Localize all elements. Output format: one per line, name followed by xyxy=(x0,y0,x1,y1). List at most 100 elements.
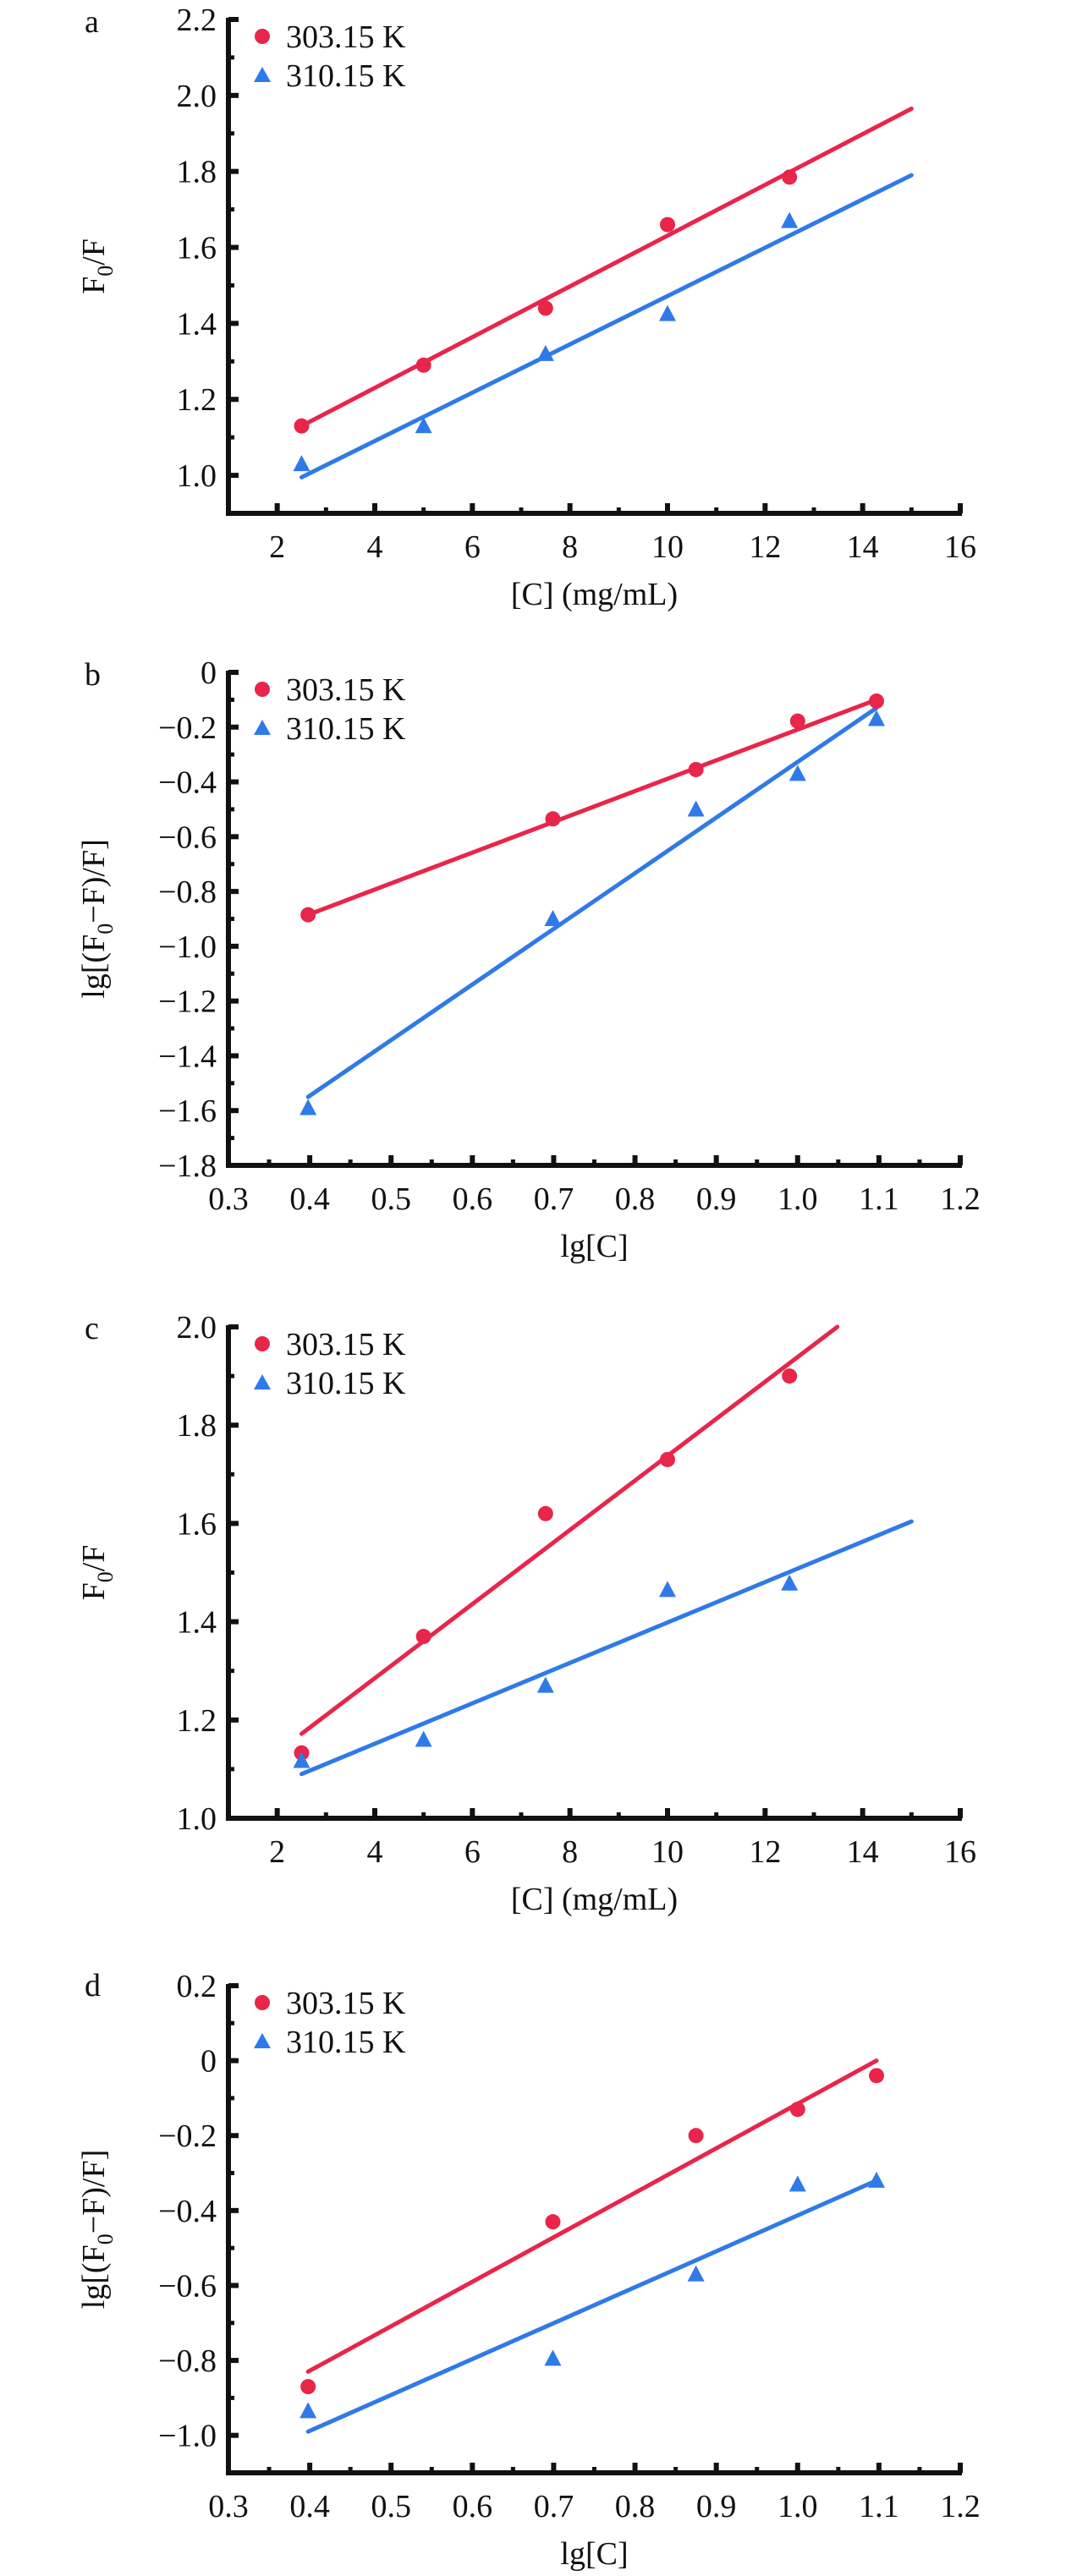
y-axis-label: F0/F xyxy=(76,1545,118,1601)
data-point-310 xyxy=(536,1676,554,1693)
data-point-310 xyxy=(687,2265,705,2282)
x-tick-label: 0.4 xyxy=(289,1181,330,1217)
legend-label-310: 310.15 K xyxy=(286,2025,406,2060)
x-tick-label: 2 xyxy=(269,1834,285,1870)
x-tick-label: 0.8 xyxy=(615,2489,656,2524)
y-tick-label: 2.0 xyxy=(177,79,217,114)
data-point-303 xyxy=(537,1505,553,1521)
fit-line-310 xyxy=(299,173,914,480)
legend-label-303: 303.15 K xyxy=(286,1986,406,2021)
x-tick-label: 14 xyxy=(847,529,879,565)
panel-label: c xyxy=(85,1311,99,1346)
fit-line-303 xyxy=(305,697,879,918)
y-tick-label: 1.6 xyxy=(177,231,217,266)
y-tick-label: 1.8 xyxy=(177,1408,217,1444)
y-tick-label: 1.2 xyxy=(177,382,217,418)
fit-line-310 xyxy=(305,705,879,1099)
data-point-310 xyxy=(415,417,432,434)
legend-label-303: 303.15 K xyxy=(286,19,406,55)
y-axis-label-part: /F xyxy=(76,238,112,266)
y-tick-label: 1.0 xyxy=(177,1801,217,1837)
panel-label: d xyxy=(85,1968,101,2003)
panel-label: a xyxy=(85,4,99,40)
y-tick-label: −1.6 xyxy=(158,1093,217,1129)
data-point-310 xyxy=(299,1099,317,1115)
legend-marker-310 xyxy=(254,67,271,82)
chart-panel-d: d 0.3 0.4 0.5 0.6 0.7 0.8 0.9 1.0 1.1 1.2 −1.0 −0.8 −… xyxy=(76,1968,981,2572)
x-tick-label: 6 xyxy=(464,529,481,565)
legend-marker-310 xyxy=(254,2033,271,2048)
x-tick-label: 10 xyxy=(651,1834,684,1870)
x-axis-label: [C] (mg/mL) xyxy=(511,1882,678,1917)
data-point-310 xyxy=(293,1751,310,1768)
x-tick-label: 1.2 xyxy=(940,1181,981,1217)
legend-label-310: 310.15 K xyxy=(286,1366,406,1401)
data-point-303 xyxy=(660,216,675,233)
data-point-310 xyxy=(789,2175,806,2192)
legend-marker-303 xyxy=(255,682,270,697)
legend-label-303: 303.15 K xyxy=(286,1327,406,1362)
data-point-310 xyxy=(868,2171,886,2188)
x-tick-label: 0.5 xyxy=(371,2489,411,2524)
chart-panel-a: a 2 4 6 8 10 12 14 16 1.0 1.2 1.4 1.6 1.8 2.0 2.2 [C] (m… xyxy=(76,3,976,612)
x-tick-label: 0.6 xyxy=(453,1181,493,1217)
fit-line-303 xyxy=(299,1324,840,1736)
x-tick-label: 14 xyxy=(847,1834,879,1870)
y-tick-label: −0.2 xyxy=(158,2118,217,2154)
fit-line-310 xyxy=(305,2178,879,2434)
y-tick-label: 0.2 xyxy=(177,1969,217,2004)
y-tick-label: 1.8 xyxy=(177,155,217,190)
y-axis-label-part: −F)/F] xyxy=(76,2150,112,2234)
data-point-303 xyxy=(688,761,704,777)
legend-label-310: 310.15 K xyxy=(286,58,406,94)
x-tick-label: 4 xyxy=(367,1834,383,1870)
fit-line-303 xyxy=(305,2058,879,2374)
y-tick-label: 1.2 xyxy=(177,1703,217,1739)
data-point-303 xyxy=(789,2102,805,2118)
data-point-303 xyxy=(782,169,798,185)
y-axis-label-subscript: 0 xyxy=(93,2233,118,2244)
y-tick-label: 1.4 xyxy=(177,1605,217,1641)
y-tick-label: −1.4 xyxy=(158,1039,217,1074)
y-tick-label: 0 xyxy=(201,2044,217,2080)
legend-label-303: 303.15 K xyxy=(286,672,406,708)
y-tick-label: 2.0 xyxy=(177,1310,217,1346)
y-tick-label: 1.6 xyxy=(177,1506,217,1542)
x-tick-label: 0.3 xyxy=(208,1181,249,1217)
legend-marker-303 xyxy=(255,29,270,44)
x-tick-label: 0.6 xyxy=(453,2489,493,2524)
data-point-303 xyxy=(294,418,310,434)
y-tick-label: −0.4 xyxy=(158,765,217,801)
y-axis-label-part: lg[(F xyxy=(76,934,112,999)
x-tick-label: 10 xyxy=(651,529,684,565)
x-tick-label: 0.4 xyxy=(289,2489,330,2524)
data-point-303 xyxy=(789,713,805,729)
data-point-310 xyxy=(659,1581,676,1598)
y-axis-label-part: −F)/F] xyxy=(76,839,112,924)
x-tick-label: 8 xyxy=(562,1834,578,1870)
data-point-303 xyxy=(537,300,553,316)
data-point-303 xyxy=(869,693,885,710)
x-tick-label: 2 xyxy=(269,529,285,565)
x-axis-label: lg[C] xyxy=(560,1229,628,1264)
data-point-310 xyxy=(299,2402,317,2419)
y-tick-label: −0.6 xyxy=(158,819,217,855)
y-tick-label: 0 xyxy=(201,655,217,691)
data-point-303 xyxy=(545,811,561,827)
x-tick-label: 0.7 xyxy=(534,1181,574,1217)
data-point-303 xyxy=(545,2214,561,2230)
x-axis-label: [C] (mg/mL) xyxy=(511,577,678,612)
fit-line-303 xyxy=(299,107,914,429)
legend: 303.15 K 310.15 K xyxy=(254,1327,406,1401)
x-tick-label: 8 xyxy=(562,529,578,565)
y-axis-label-part: F xyxy=(76,277,112,294)
x-tick-label: 1.1 xyxy=(859,2489,899,2524)
data-point-310 xyxy=(781,1574,799,1591)
x-tick-label: 1.1 xyxy=(859,1181,899,1217)
data-point-303 xyxy=(660,1451,675,1467)
y-tick-label: −0.8 xyxy=(158,874,217,910)
legend-marker-310 xyxy=(254,1374,271,1389)
x-tick-label: 0.9 xyxy=(696,2489,737,2524)
